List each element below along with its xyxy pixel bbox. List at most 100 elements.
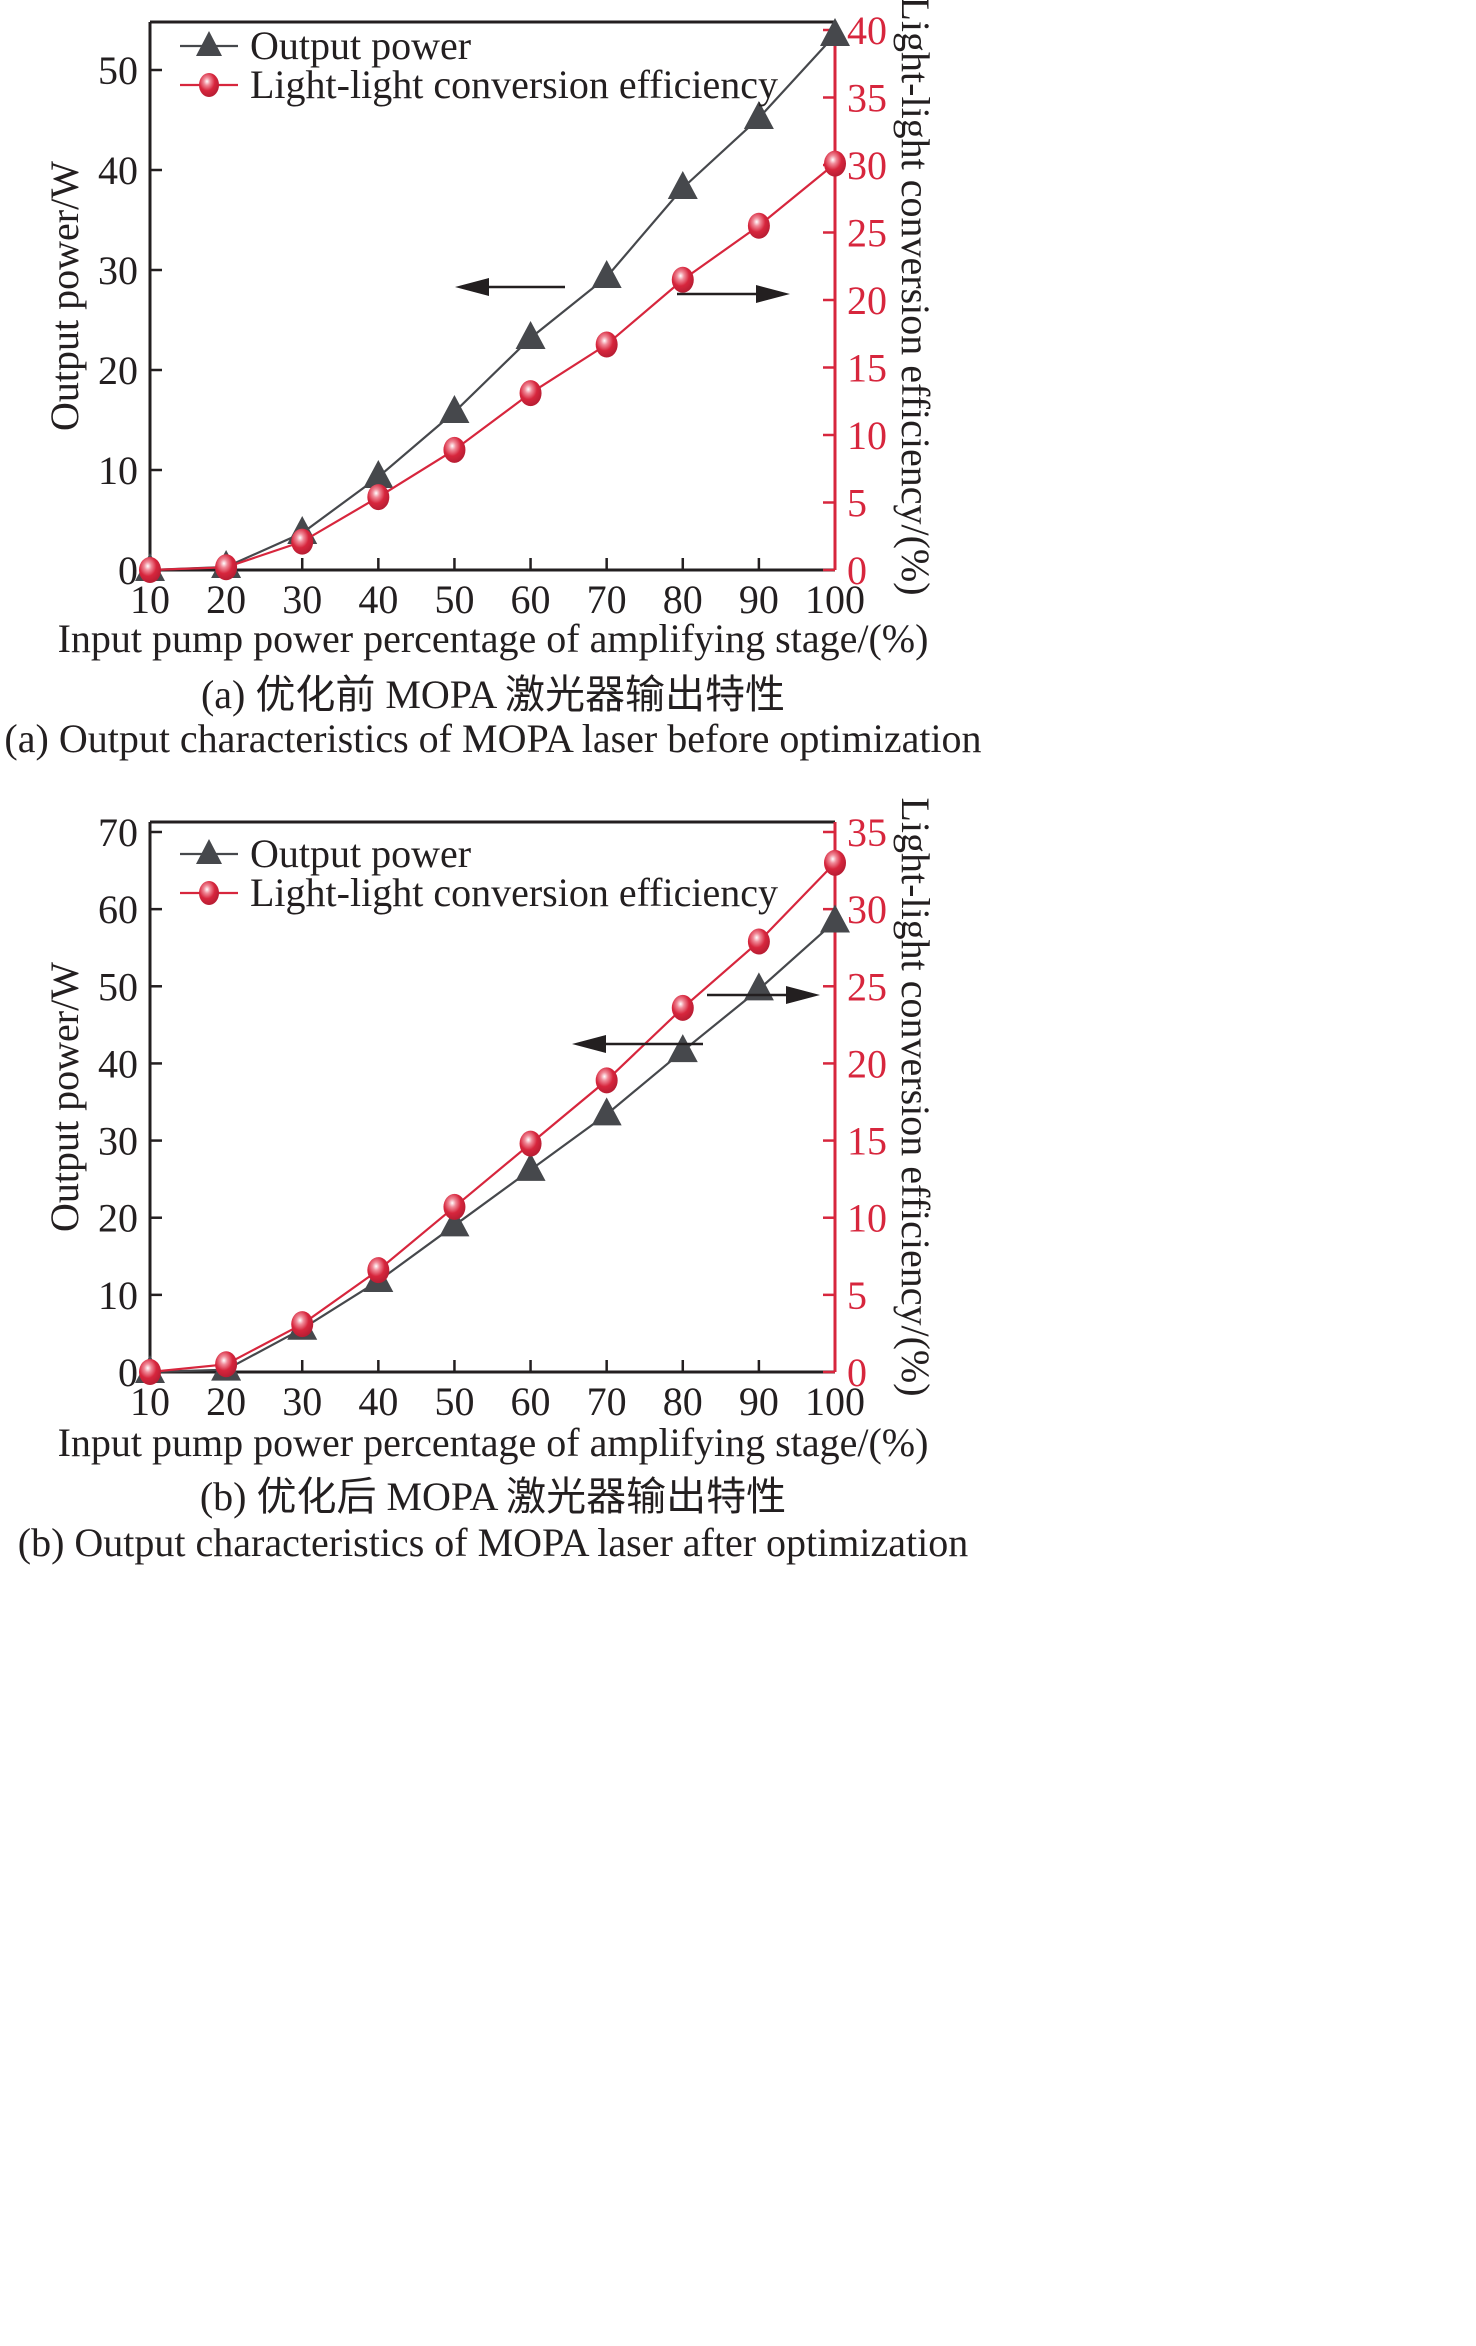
y-axis-title-right: Light-light conversion efficiency/(%) bbox=[893, 797, 938, 1396]
y-tick-label-left: 40 bbox=[98, 148, 138, 193]
series-line-efficiency bbox=[149, 862, 836, 1374]
y-tick-label-right: 0 bbox=[847, 1350, 867, 1395]
data-point-efficiency bbox=[443, 1193, 466, 1220]
y-tick-label-left: 20 bbox=[98, 1196, 138, 1241]
x-tick-label: 70 bbox=[587, 577, 627, 622]
y-tick-label-right: 30 bbox=[847, 887, 887, 932]
data-point-output-power bbox=[515, 321, 546, 349]
legend-label: Output power bbox=[250, 831, 471, 876]
data-point-efficiency bbox=[747, 212, 770, 239]
x-tick-label: 90 bbox=[739, 1379, 779, 1424]
x-tick-label: 10 bbox=[130, 577, 170, 622]
y-tick-label-left: 10 bbox=[98, 448, 138, 493]
legend-label: Output power bbox=[250, 23, 471, 68]
y-tick-label-right: 10 bbox=[847, 413, 887, 458]
y-tick-label-left: 0 bbox=[118, 548, 138, 593]
y-axis-title-right: Light-light conversion efficiency/(%) bbox=[893, 0, 938, 596]
x-tick-label: 30 bbox=[282, 577, 322, 622]
x-tick-label: 100 bbox=[805, 1379, 865, 1424]
y-tick-label-left: 60 bbox=[98, 887, 138, 932]
x-tick-label: 40 bbox=[358, 577, 398, 622]
data-point-efficiency bbox=[291, 1311, 314, 1338]
data-point-efficiency bbox=[595, 331, 618, 358]
caption-en: (b) Output characteristics of MOPA laser… bbox=[18, 1520, 969, 1565]
y-tick-label-right: 15 bbox=[847, 1119, 887, 1164]
y-tick-label-right: 35 bbox=[847, 810, 887, 855]
x-axis-title: Input pump power percentage of amplifyin… bbox=[58, 1420, 929, 1465]
y-tick-label-right: 25 bbox=[847, 964, 887, 1009]
y-tick-label-right: 10 bbox=[847, 1196, 887, 1241]
data-point-efficiency bbox=[671, 266, 694, 293]
x-tick-label: 20 bbox=[206, 1379, 246, 1424]
x-tick-label: 100 bbox=[805, 577, 865, 622]
series-line-efficiency bbox=[149, 162, 836, 572]
data-point-efficiency bbox=[367, 484, 390, 511]
data-point-efficiency bbox=[747, 928, 770, 955]
data-point-efficiency bbox=[671, 994, 694, 1021]
data-point-output-power bbox=[363, 460, 394, 488]
y-tick-label-right: 35 bbox=[847, 76, 887, 121]
data-point-efficiency bbox=[519, 1130, 542, 1157]
data-point-output-power bbox=[591, 1097, 622, 1126]
data-point-output-power bbox=[515, 1152, 546, 1181]
data-point-efficiency bbox=[139, 557, 161, 583]
y-tick-label-left: 70 bbox=[98, 810, 138, 855]
arrow-left-icon bbox=[455, 278, 489, 296]
legend-marker-circle bbox=[199, 881, 219, 905]
y-tick-label-left: 10 bbox=[98, 1273, 138, 1318]
y-tick-label-left: 50 bbox=[98, 48, 138, 93]
legend-marker-circle bbox=[199, 73, 219, 97]
data-point-output-power bbox=[743, 972, 774, 1001]
y-tick-label-left: 20 bbox=[98, 348, 138, 393]
y-tick-label-right: 5 bbox=[847, 1273, 867, 1318]
arrow-right-icon bbox=[756, 285, 790, 303]
x-tick-label: 60 bbox=[511, 1379, 551, 1424]
x-tick-label: 80 bbox=[663, 1379, 703, 1424]
x-tick-label: 10 bbox=[130, 1379, 170, 1424]
data-point-efficiency bbox=[824, 849, 846, 876]
data-point-efficiency bbox=[824, 150, 846, 177]
data-point-efficiency bbox=[215, 1351, 238, 1378]
y-tick-label-right: 25 bbox=[847, 211, 887, 256]
y-tick-label-left: 50 bbox=[98, 964, 138, 1009]
x-tick-label: 30 bbox=[282, 1379, 322, 1424]
series-line-output-power bbox=[149, 34, 836, 572]
y-tick-label-left: 30 bbox=[98, 1119, 138, 1164]
y-tick-label-right: 30 bbox=[847, 143, 887, 188]
y-tick-label-right: 0 bbox=[847, 548, 867, 593]
data-point-output-power bbox=[820, 904, 850, 933]
x-tick-label: 90 bbox=[739, 577, 779, 622]
caption-cn: (a) 优化前 MOPA 激光器输出特性 bbox=[201, 672, 785, 717]
y-tick-label-left: 40 bbox=[98, 1041, 138, 1086]
y-tick-label-right: 15 bbox=[847, 346, 887, 391]
legend-label: Light-light conversion efficiency bbox=[250, 62, 778, 107]
data-point-efficiency bbox=[595, 1067, 618, 1094]
legend-marker-triangle bbox=[196, 31, 222, 56]
y-axis-title-left: Output power/W bbox=[42, 161, 87, 431]
caption-cn: (b) 优化后 MOPA 激光器输出特性 bbox=[200, 1474, 786, 1519]
caption-en: (a) Output characteristics of MOPA laser… bbox=[4, 716, 981, 761]
data-point-output-power bbox=[820, 18, 850, 46]
data-point-output-power bbox=[667, 171, 698, 199]
x-tick-label: 70 bbox=[587, 1379, 627, 1424]
y-tick-label-right: 40 bbox=[847, 8, 887, 53]
data-point-output-power bbox=[439, 1208, 470, 1237]
series-line-output-power bbox=[149, 920, 836, 1374]
x-tick-label: 20 bbox=[206, 577, 246, 622]
x-tick-label: 60 bbox=[511, 577, 551, 622]
x-tick-label: 50 bbox=[434, 577, 474, 622]
data-point-efficiency bbox=[291, 528, 314, 555]
y-tick-label-right: 20 bbox=[847, 278, 887, 323]
y-tick-label-right: 5 bbox=[847, 481, 867, 526]
data-point-efficiency bbox=[519, 380, 542, 407]
data-point-output-power bbox=[667, 1034, 698, 1063]
y-tick-label-right: 20 bbox=[847, 1041, 887, 1086]
data-point-efficiency bbox=[215, 554, 238, 581]
x-axis-title: Input pump power percentage of amplifyin… bbox=[58, 616, 929, 661]
legend-marker-triangle bbox=[196, 839, 222, 864]
y-tick-label-left: 0 bbox=[118, 1350, 138, 1395]
y-tick-label-left: 30 bbox=[98, 248, 138, 293]
